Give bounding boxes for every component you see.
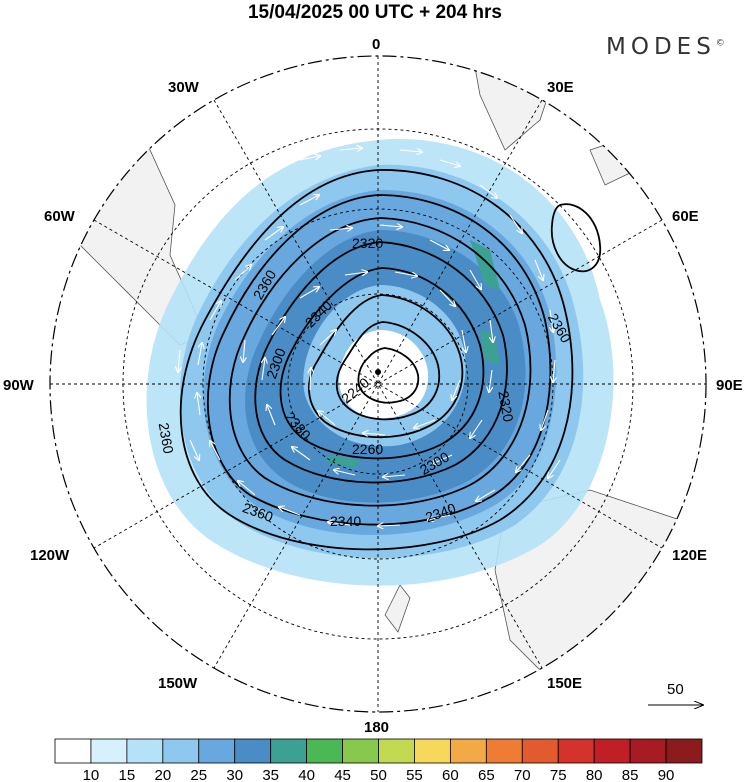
colorbar-tick-label: 50: [370, 767, 387, 782]
wind-vectors: [178, 148, 561, 526]
colorbar-swatch: [414, 738, 451, 764]
lon-label-90w: 90W: [3, 377, 35, 394]
colorbar-tick-label: 80: [586, 767, 603, 782]
colorbar-swatch: [90, 738, 128, 764]
land-new-zealand: [384, 584, 411, 633]
colorbar-tick-label: 60: [442, 767, 459, 782]
vector-reference-value: 50: [667, 681, 684, 698]
colorbar-tick-label: 25: [190, 767, 207, 782]
contour-label: 2320: [495, 390, 516, 424]
map-title: 15/04/2025 00 UTC + 204 hrs: [247, 2, 503, 23]
brand-logo: MODES©: [606, 34, 725, 60]
colorbar-swatch: [54, 738, 92, 764]
south-pole-marker: [375, 369, 381, 375]
globe-boundary: [49, 55, 707, 713]
lon-label-30w: 30W: [168, 79, 200, 96]
colorbar-tick-label: 40: [298, 767, 315, 782]
lon-label-60e: 60E: [672, 208, 699, 225]
lon-label-120e: 120E: [672, 547, 707, 564]
contour-label: 2360: [156, 421, 177, 455]
lon-label-150w: 150W: [158, 675, 198, 692]
colorbar-swatch: [162, 738, 200, 764]
brand-name: MODES: [606, 34, 716, 60]
colorbar-swatch: [521, 738, 559, 764]
lon-label-120w: 120W: [30, 547, 70, 564]
colorbar-tick-label: 10: [83, 767, 100, 782]
colorbar-tick-label: 35: [262, 767, 279, 782]
lon-label-0: 0: [372, 36, 380, 53]
colorbar-swatch: [629, 738, 667, 764]
lon-label-30e: 30E: [547, 79, 574, 96]
colorbar-swatch: [234, 738, 272, 764]
colorbar-swatch: [593, 738, 631, 764]
globe: [50, 56, 706, 712]
colorbar-swatch: [126, 738, 164, 764]
colorbar-swatch: [485, 738, 523, 764]
colorbar-swatch: [306, 738, 343, 764]
colorbar-tick-label: 70: [514, 767, 531, 782]
colorbar-tick-label: 55: [406, 767, 423, 782]
colorbar-swatch: [449, 738, 487, 764]
colorbar-swatch: [665, 738, 703, 764]
vector-reference: 50: [648, 681, 703, 705]
colorbar-tick-label: 85: [622, 767, 639, 782]
contour-label: 2320: [352, 235, 383, 251]
lon-label-150e: 150E: [547, 675, 582, 692]
contour-label: 2260: [352, 441, 383, 457]
graticule: [50, 56, 706, 712]
lon-label-90e: 90E: [716, 377, 743, 394]
colorbar-tick-label: 20: [154, 767, 171, 782]
colorbar-tick-label: 65: [478, 767, 495, 782]
longitude-labels: 0 30E 60E 90E 120E 150E 180 150W 120W 90…: [3, 36, 743, 736]
colorbar-tick-label: 75: [550, 767, 567, 782]
colorbar-swatch: [378, 738, 415, 764]
lon-label-60w: 60W: [44, 208, 76, 225]
contour-label: 2340: [330, 513, 361, 529]
colorbar-swatch: [270, 738, 308, 764]
colorbar-swatch: [557, 738, 595, 764]
colorbar-tick-label: 30: [226, 767, 243, 782]
colorbar-tick-label: 15: [119, 767, 136, 782]
lon-label-180: 180: [364, 719, 389, 736]
colorbar-swatch: [198, 738, 236, 764]
colorbar-swatch: [342, 738, 379, 764]
colorbar: 10 15 20 25 30 35 40 45 50 55 60 65 70 75 80 85 90: [54, 738, 703, 782]
colorbar-tick-label: 90: [658, 767, 675, 782]
colorbar-tick-label: 45: [334, 767, 351, 782]
copyright-mark: ©: [715, 38, 725, 49]
